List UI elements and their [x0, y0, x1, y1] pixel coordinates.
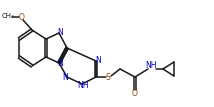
- Text: N: N: [57, 59, 63, 68]
- Text: S: S: [106, 73, 110, 82]
- Text: N: N: [95, 56, 101, 65]
- Text: O: O: [132, 89, 138, 99]
- Text: NH: NH: [77, 80, 89, 89]
- Text: N: N: [62, 73, 68, 82]
- Text: O: O: [19, 13, 25, 22]
- Text: CH₃: CH₃: [2, 13, 14, 19]
- Text: NH: NH: [145, 60, 157, 70]
- Text: N: N: [57, 27, 63, 36]
